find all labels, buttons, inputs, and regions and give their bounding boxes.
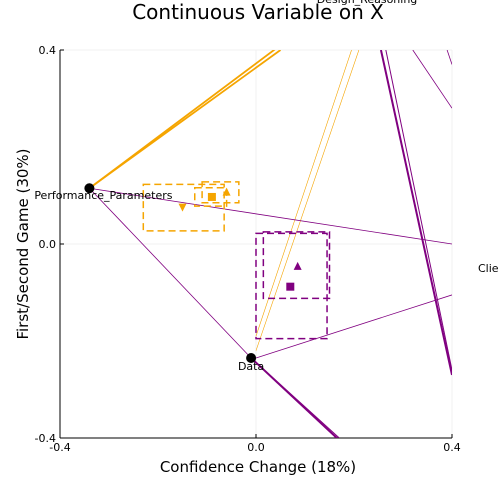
y-tick-label: 0.0 <box>39 238 57 251</box>
orange-dashed-box <box>142 183 225 232</box>
x-axis-label: Confidence Change (18%) <box>160 458 356 476</box>
purple-edge <box>412 50 452 109</box>
orange-triangle-up-marker <box>222 187 231 196</box>
chart-title: Continuous Variable on X <box>132 0 384 24</box>
y-tick-label: 0.4 <box>39 44 57 57</box>
node-label: Clie <box>478 262 499 275</box>
node-marker <box>246 352 257 363</box>
purple-dashed-box <box>255 232 328 340</box>
purple-triangle-up-marker <box>293 261 302 270</box>
node-label: Data <box>238 360 264 373</box>
orange-square-marker <box>207 192 216 201</box>
purple-edge <box>89 187 252 359</box>
orange-dashed-box <box>194 186 228 207</box>
purple-dashed-box <box>262 231 331 300</box>
purple-edge <box>385 50 452 371</box>
node-label: Performance_Parameters <box>34 189 172 202</box>
orange-dashed-box <box>201 181 240 204</box>
node-label: Design_Reasoning <box>317 0 418 6</box>
x-tick-label: -0.4 <box>49 441 70 454</box>
orange-thin-edge <box>255 50 352 337</box>
node-marker <box>84 183 95 194</box>
purple-edge <box>446 50 452 65</box>
orange-triangle-down-marker <box>178 203 187 212</box>
purple-square-marker <box>286 282 295 291</box>
purple-edge <box>250 357 340 438</box>
purple-edge <box>255 294 452 359</box>
x-tick-label: 0.4 <box>443 441 461 454</box>
purple-edge <box>89 187 452 245</box>
orange-edge <box>88 50 276 189</box>
y-tick-label: -0.4 <box>35 432 56 445</box>
purple-edge <box>379 50 452 376</box>
y-axis-label: First/Second Game (30%) <box>14 148 32 339</box>
orange-thin-edge <box>255 50 360 351</box>
x-tick-label: 0.0 <box>247 441 265 454</box>
